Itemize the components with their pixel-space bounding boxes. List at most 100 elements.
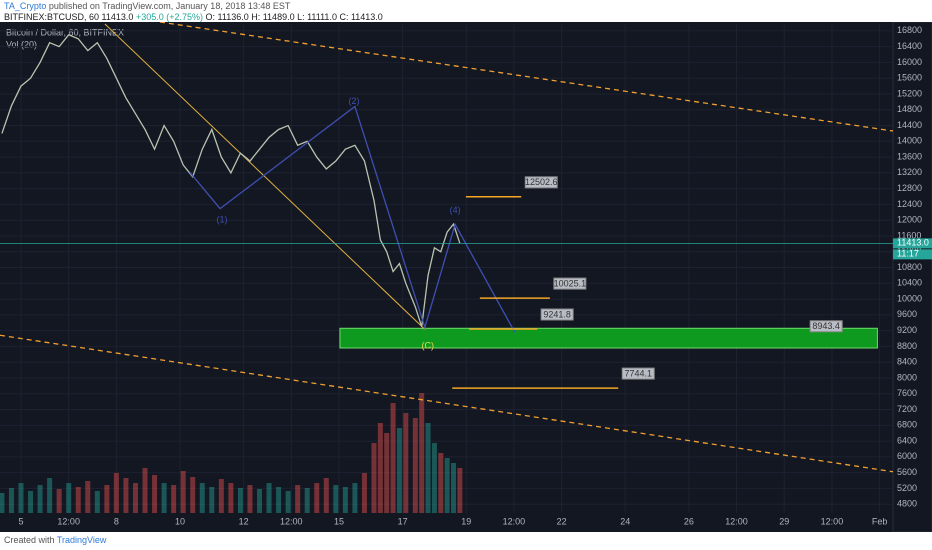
volume-bar xyxy=(457,468,463,513)
volume-bar xyxy=(247,485,253,513)
last: 11413.0 xyxy=(101,12,134,22)
volume-bar xyxy=(152,475,158,513)
y-tick-label: 15200 xyxy=(897,88,922,98)
volume-bar xyxy=(352,483,358,513)
footer: Created with TradingView xyxy=(4,535,106,545)
target-label: 9241.8 xyxy=(543,309,571,319)
volume-bar xyxy=(361,473,367,513)
volume-bar xyxy=(438,453,444,513)
x-tick-label: 10 xyxy=(175,516,185,526)
legend-symbol: Bitcoin / Dollar, 60, BITFINEX xyxy=(6,27,124,37)
y-tick-label: 13600 xyxy=(897,151,922,161)
x-tick-label: 29 xyxy=(779,516,789,526)
y-tick-label: 10800 xyxy=(897,262,922,272)
y-tick-label: 13200 xyxy=(897,167,922,177)
volume-bar xyxy=(314,483,320,513)
legend-volume: Vol (20) xyxy=(6,39,37,49)
volume-bar xyxy=(342,487,348,513)
y-tick-label: 12400 xyxy=(897,199,922,209)
created: Created with xyxy=(4,535,55,545)
volume-bar xyxy=(403,413,409,513)
y-tick-label: 16800 xyxy=(897,25,922,35)
volume-bar xyxy=(18,483,24,513)
x-tick-label: Feb xyxy=(872,516,888,526)
volume-bar xyxy=(190,477,196,513)
y-tick-label: 14400 xyxy=(897,120,922,130)
trendline xyxy=(159,22,894,132)
x-tick-label: 12:00 xyxy=(725,516,748,526)
trendline xyxy=(0,334,894,473)
x-tick-label: 26 xyxy=(684,516,694,526)
volume-bar xyxy=(412,418,418,513)
volume-bar xyxy=(47,478,53,513)
target-label: 12502.6 xyxy=(525,177,558,187)
volume-bar xyxy=(209,487,215,513)
volume-bar xyxy=(304,488,310,513)
volume-bar xyxy=(425,423,431,513)
x-tick-label: 15 xyxy=(334,516,344,526)
y-tick-label: 5200 xyxy=(897,483,917,493)
volume-bar xyxy=(444,458,450,513)
volume-bar xyxy=(8,488,14,513)
price-axis xyxy=(892,22,932,532)
volume-bar xyxy=(266,483,272,513)
y-tick-label: 6800 xyxy=(897,420,917,430)
y-tick-label: 10400 xyxy=(897,278,922,288)
volume-bar xyxy=(85,481,91,513)
countdown-box xyxy=(893,249,932,260)
y-tick-label: 12000 xyxy=(897,215,922,225)
volume-bar xyxy=(384,433,390,513)
x-tick-label: 12:00 xyxy=(57,516,80,526)
y-tick-label: 16000 xyxy=(897,57,922,67)
publish-line: TA_Crypto published on TradingView.com, … xyxy=(4,1,290,11)
volume-bar xyxy=(66,483,72,513)
volume-bar xyxy=(75,487,81,513)
y-tick-label: 7600 xyxy=(897,388,917,398)
volume-bar xyxy=(285,491,291,513)
chart: Bitcoin / Dollar, 60, BITFINEX Vol (20) … xyxy=(0,22,932,532)
volume-bar xyxy=(237,488,243,513)
target-box xyxy=(540,308,574,321)
x-tick-label: 12 xyxy=(239,516,249,526)
volume-bar xyxy=(0,493,5,513)
y-tick-label: 5600 xyxy=(897,467,917,477)
ohlc: O: 11136.0 H: 11489.0 L: 11111.0 C: 1141… xyxy=(205,12,383,22)
target-box xyxy=(524,176,558,189)
volume-bar xyxy=(333,485,339,513)
volume-bar xyxy=(228,483,234,513)
x-tick-label: 19 xyxy=(461,516,471,526)
volume-bar xyxy=(94,491,100,513)
volume-bar xyxy=(37,485,43,513)
target-label: 7744.1 xyxy=(624,368,652,378)
price-line xyxy=(1,34,461,327)
volume-bar xyxy=(431,443,437,513)
author[interactable]: TA_Crypto xyxy=(4,1,47,11)
y-tick-label: 15600 xyxy=(897,73,922,83)
y-tick-label: 14800 xyxy=(897,104,922,114)
y-tick-label: 4800 xyxy=(897,499,917,509)
x-tick-label: 22 xyxy=(557,516,567,526)
wave-label: (4) xyxy=(450,205,461,215)
volume-bar xyxy=(28,491,34,513)
brand[interactable]: TradingView xyxy=(56,535,107,545)
last-price-box xyxy=(893,238,932,249)
volume-bar xyxy=(419,393,425,513)
volume-bar xyxy=(276,487,282,513)
y-tick-label: 8400 xyxy=(897,357,917,367)
x-tick-label: 5 xyxy=(18,516,23,526)
y-tick-label: 11600 xyxy=(897,230,921,240)
volume-bar xyxy=(295,485,301,513)
y-tick-label: 12800 xyxy=(897,183,922,193)
target-label: 10025.1 xyxy=(554,278,587,288)
trendline xyxy=(104,23,426,330)
volume-bar xyxy=(113,473,119,513)
target-box xyxy=(553,277,587,290)
y-tick-label: 6400 xyxy=(897,435,917,445)
volume-bar xyxy=(142,468,148,513)
y-tick-label: 16400 xyxy=(897,41,922,51)
volume-bar xyxy=(257,489,263,513)
x-tick-label: 12:00 xyxy=(821,516,844,526)
volume-bar xyxy=(132,483,138,513)
wave-label: (2) xyxy=(348,96,359,106)
volume-bar xyxy=(390,403,396,513)
